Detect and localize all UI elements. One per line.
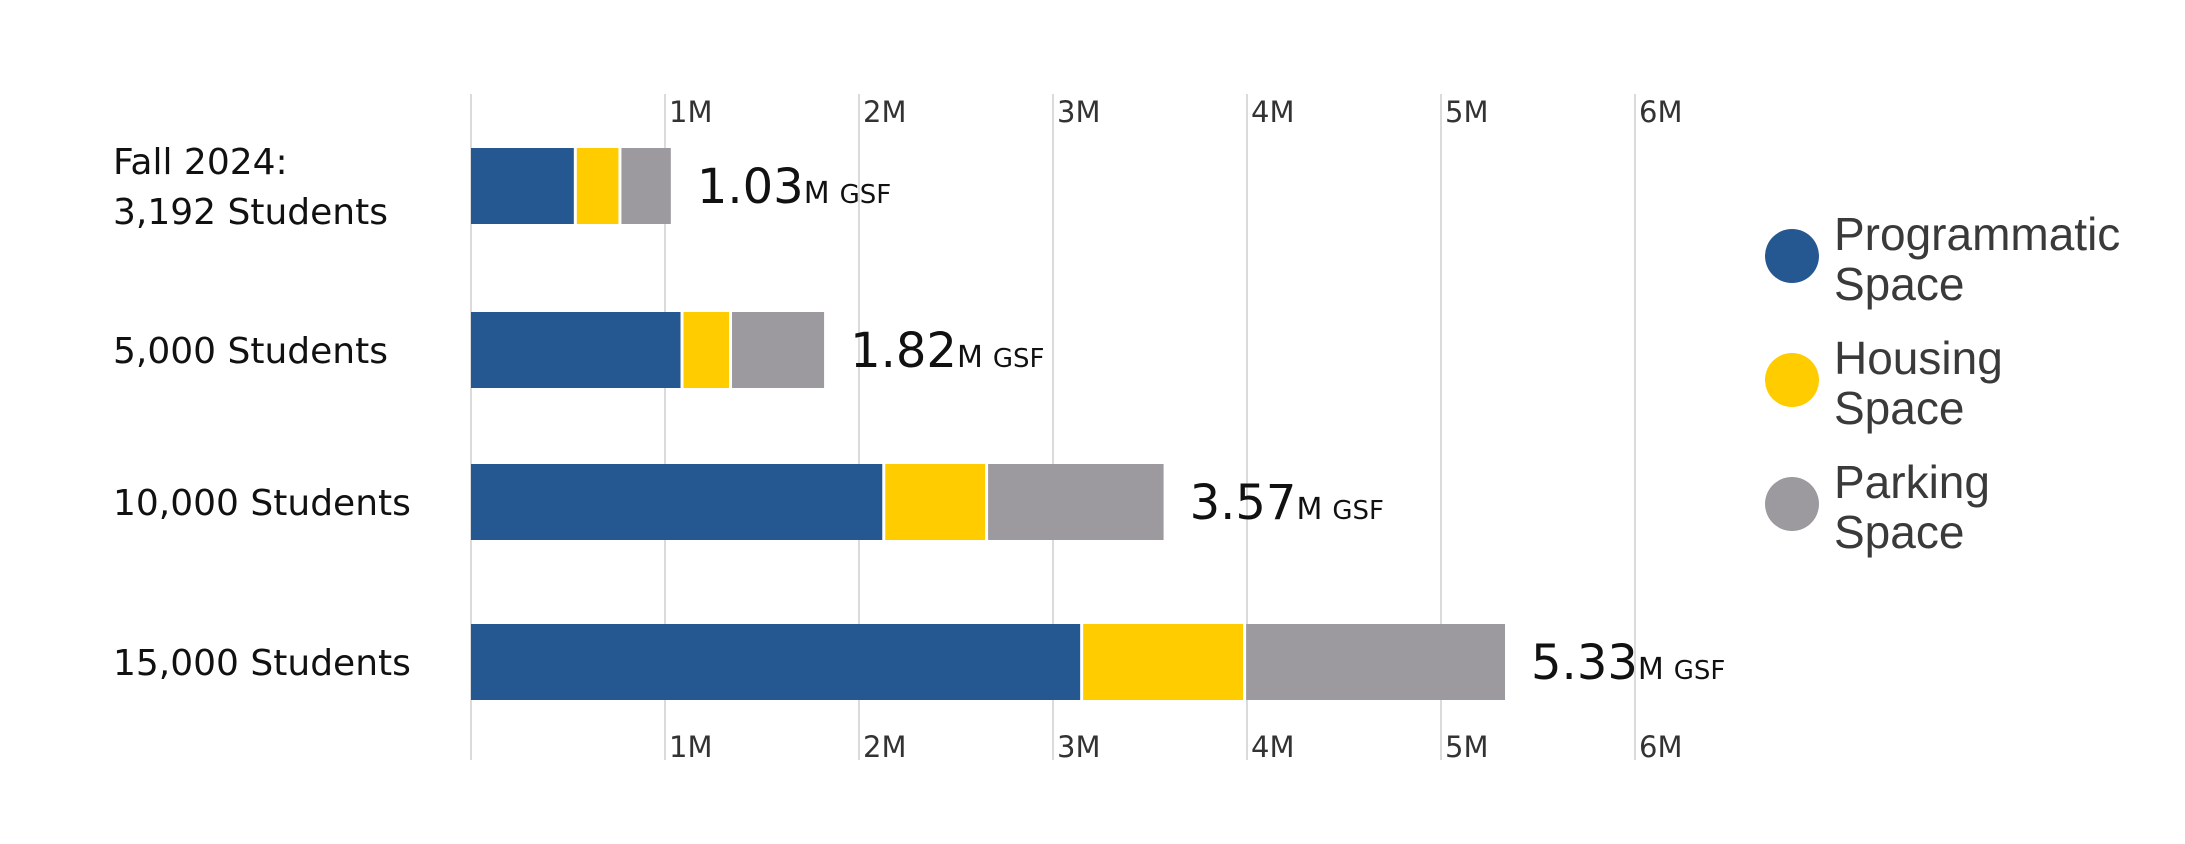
total-label: 5.33M GSF — [1531, 635, 1725, 691]
x-tick-label-bottom: 3M — [1057, 730, 1100, 764]
legend-item: Programmatic Space — [1765, 208, 2120, 310]
bar-segment-programmatic-space — [471, 624, 1081, 700]
x-tick-label-bottom: 2M — [863, 730, 906, 764]
x-tick-label-bottom: 6M — [1639, 730, 1682, 764]
legend-label: Parking Space — [1834, 456, 1990, 558]
legend-label: Housing Space — [1834, 332, 2003, 434]
x-tick-label-top: 3M — [1057, 95, 1100, 129]
bottom-axis-tick-labels: 1M 2M 3M 4M 5M 6M — [669, 730, 1682, 764]
bar-segment-housing-space — [885, 464, 986, 540]
total-label: 1.03M GSF — [697, 159, 891, 215]
total-label: 1.82M GSF — [850, 323, 1044, 379]
bar-segment-parking-space — [1246, 624, 1506, 700]
x-tick-label-bottom: 5M — [1445, 730, 1488, 764]
bar-segment-parking-space — [621, 148, 671, 224]
bar-segment-parking-space — [732, 312, 825, 388]
total-labels: 1.03M GSF 1.82M GSF 3.57M GSF 5.33M GSF — [697, 159, 1726, 691]
bar-segment-housing-space — [1083, 624, 1244, 700]
x-tick-label-bottom: 4M — [1251, 730, 1294, 764]
category-label: 5,000 Students — [113, 331, 388, 372]
x-tick-label-bottom: 1M — [669, 730, 712, 764]
bar-segment-parking-space — [988, 464, 1164, 540]
bar-segment-programmatic-space — [471, 464, 883, 540]
legend-item: Parking Space — [1765, 456, 1990, 558]
top-axis-tick-labels: 1M 2M 3M 4M 5M 6M — [669, 95, 1682, 129]
bar-segment-programmatic-space — [471, 312, 681, 388]
x-tick-label-top: 2M — [863, 95, 906, 129]
bar-segment-programmatic-space — [471, 148, 574, 224]
x-tick-label-top: 4M — [1251, 95, 1294, 129]
x-tick-label-top: 5M — [1445, 95, 1488, 129]
legend-swatch — [1765, 229, 1819, 283]
x-tick-label-top: 6M — [1639, 95, 1682, 129]
category-label: 15,000 Students — [113, 643, 411, 684]
legend-label: Programmatic Space — [1834, 208, 2120, 310]
category-label: 10,000 Students — [113, 483, 411, 524]
legend-swatch — [1765, 477, 1819, 531]
total-label: 3.57M GSF — [1190, 475, 1384, 531]
x-tick-label-top: 1M — [669, 95, 712, 129]
bar-segment-housing-space — [576, 148, 619, 224]
bars — [471, 148, 1506, 700]
legend: Programmatic Space Housing Space Parking Spac… — [1765, 208, 2120, 558]
category-label: Fall 2024: 3,192 Students — [113, 142, 388, 233]
legend-swatch — [1765, 353, 1819, 407]
legend-item: Housing Space — [1765, 332, 2003, 434]
category-labels: Fall 2024: 3,192 Students 5,000 Students 10… — [113, 142, 411, 684]
bar-segment-housing-space — [683, 312, 730, 388]
